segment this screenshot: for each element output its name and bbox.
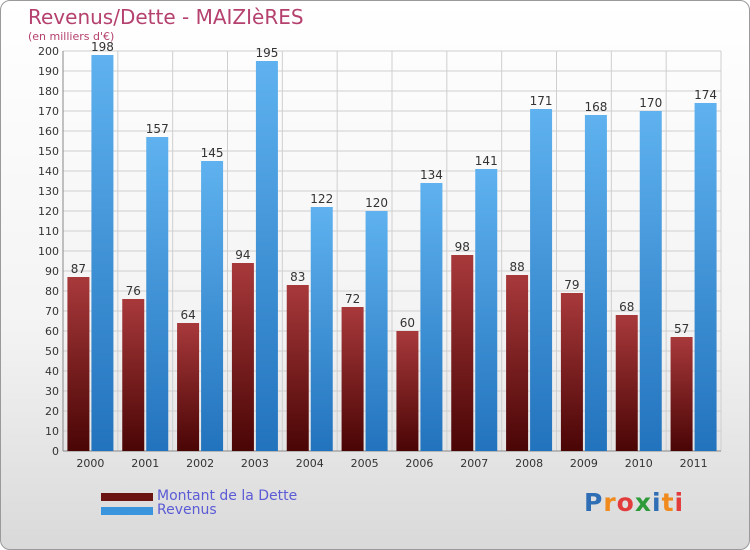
data-label: 195 (255, 46, 278, 60)
legend-swatch-revenus (101, 507, 153, 515)
legend-swatch-dette (101, 493, 153, 501)
y-tick-label: 190 (38, 65, 59, 78)
data-labels: 87 198 76 157 64 145 94 195 83 122 72 120 60 134 98 141… (71, 40, 717, 336)
bar-revenus (530, 109, 553, 451)
data-label: 83 (290, 270, 305, 284)
bar-dette (122, 299, 145, 451)
data-label: 87 (71, 262, 86, 276)
data-label: 171 (530, 94, 553, 108)
y-tick-label: 200 (38, 45, 59, 58)
data-label: 168 (584, 100, 607, 114)
y-tick-label: 130 (38, 185, 59, 198)
data-label: 88 (509, 260, 524, 274)
legend-label-dette: Montant de la Dette (157, 488, 298, 504)
y-tick-label: 20 (45, 405, 59, 418)
bar-revenus (310, 207, 333, 451)
bar-dette (286, 285, 309, 451)
bar-dette (451, 255, 474, 451)
x-tick-label: 2007 (460, 457, 488, 470)
data-label: 72 (345, 292, 360, 306)
bar-revenus (639, 111, 662, 451)
data-label: 79 (564, 278, 579, 292)
x-tick-label: 2010 (625, 457, 653, 470)
y-tick-label: 160 (38, 125, 59, 138)
bar-revenus (694, 103, 717, 451)
data-label: 141 (475, 154, 498, 168)
proxiti-logo: Proxiti (584, 488, 685, 517)
data-label: 145 (201, 146, 224, 160)
data-label: 198 (91, 40, 114, 54)
bar-dette (231, 263, 254, 451)
y-axis-ticks: 0 10 20 30 40 50 60 70 80 90 100 110 120 130 140 150 160… (38, 45, 59, 458)
bar-revenus (584, 115, 607, 451)
data-label: 157 (146, 122, 169, 136)
y-tick-label: 100 (38, 245, 59, 258)
data-label: 170 (639, 96, 662, 110)
x-tick-label: 2008 (515, 457, 543, 470)
data-label: 120 (365, 196, 388, 210)
y-tick-label: 30 (45, 385, 59, 398)
bar-dette (67, 277, 90, 451)
y-tick-label: 10 (45, 425, 59, 438)
y-tick-label: 120 (38, 205, 59, 218)
x-tick-label: 2003 (241, 457, 269, 470)
x-tick-label: 2001 (131, 457, 159, 470)
x-tick-label: 2002 (186, 457, 214, 470)
y-tick-label: 170 (38, 105, 59, 118)
bars (67, 55, 717, 451)
bar-dette (615, 315, 638, 451)
bar-dette (341, 307, 364, 451)
bar-dette (670, 337, 693, 451)
chart-title: Revenus/Dette - MAIZIèRES (28, 5, 304, 29)
data-label: 57 (674, 322, 689, 336)
bar-dette (560, 293, 583, 451)
bar-dette (396, 331, 419, 451)
x-tick-label: 2011 (680, 457, 708, 470)
bar-dette (506, 275, 529, 451)
y-tick-label: 110 (38, 225, 59, 238)
data-label: 134 (420, 168, 443, 182)
data-label: 64 (180, 308, 195, 322)
x-tick-label: 2005 (351, 457, 379, 470)
data-label: 122 (310, 192, 333, 206)
bar-revenus (365, 211, 388, 451)
y-tick-label: 140 (38, 165, 59, 178)
x-tick-label: 2009 (570, 457, 598, 470)
bar-revenus (201, 161, 224, 451)
legend-label-revenus: Revenus (157, 502, 217, 518)
y-tick-label: 40 (45, 365, 59, 378)
y-tick-label: 90 (45, 265, 59, 278)
data-label: 68 (619, 300, 634, 314)
bar-revenus (91, 55, 114, 451)
y-tick-label: 80 (45, 285, 59, 298)
bar-revenus (420, 183, 443, 451)
bar-revenus (146, 137, 169, 451)
bar-revenus (255, 61, 278, 451)
data-label: 94 (235, 248, 250, 262)
data-label: 98 (455, 240, 470, 254)
y-tick-label: 50 (45, 345, 59, 358)
x-tick-label: 2000 (76, 457, 104, 470)
data-label: 60 (400, 316, 415, 330)
data-label: 174 (694, 88, 717, 102)
bar-dette (177, 323, 200, 451)
data-label: 76 (126, 284, 141, 298)
y-tick-label: 180 (38, 85, 59, 98)
y-tick-label: 70 (45, 305, 59, 318)
y-tick-label: 60 (45, 325, 59, 338)
chart-subtitle: (en milliers d'€) (28, 30, 115, 43)
y-tick-label: 0 (52, 445, 59, 458)
bar-revenus (475, 169, 498, 451)
x-axis-ticks: 2000 2001 2002 2003 2004 2005 2006 2007 2008 2009… (76, 457, 707, 470)
grid (62, 50, 722, 452)
x-tick-label: 2004 (296, 457, 324, 470)
y-tick-label: 150 (38, 145, 59, 158)
x-tick-label: 2006 (405, 457, 433, 470)
